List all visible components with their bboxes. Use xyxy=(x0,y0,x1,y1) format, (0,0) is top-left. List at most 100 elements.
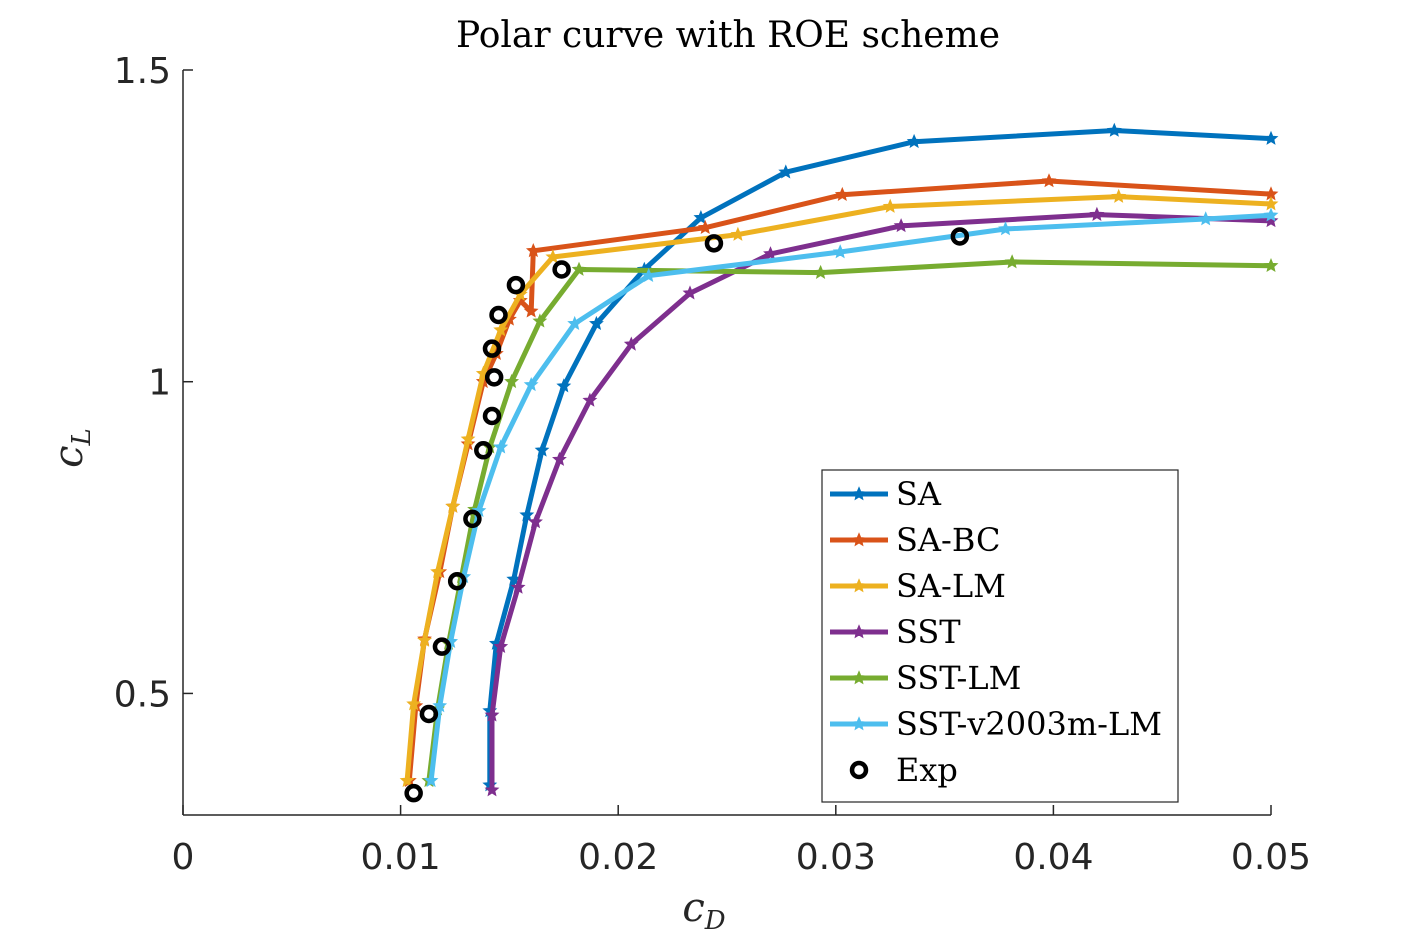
data-point-sa-lm-5 xyxy=(460,431,476,446)
legend-item-sst-v2003m-lm: SST-v2003m-LM xyxy=(830,705,1162,743)
y-axis-label-group: cL xyxy=(46,428,97,468)
series-line-sa-lm xyxy=(404,194,1274,784)
legend-label-sa-lm: SA-LM xyxy=(896,567,1006,605)
legend-label-exp: Exp xyxy=(896,751,958,789)
data-point-sa-6 xyxy=(556,378,572,393)
data-point-sa-bc-14 xyxy=(1041,173,1057,188)
legend-marker-sst-v2003m-lm xyxy=(851,716,867,731)
data-point-sa-lm-1 xyxy=(406,696,422,711)
legend-item-sa-lm: SA-LM xyxy=(830,567,1006,605)
x-tick-label: 0.02 xyxy=(578,837,658,878)
legend-marker-sst xyxy=(851,624,867,639)
legend-label-sa-bc: SA-BC xyxy=(896,521,1000,559)
legend-label-sst-lm: SST-LM xyxy=(896,659,1021,697)
y-tick-label: 0.5 xyxy=(114,674,171,715)
data-point-sst-lm-7 xyxy=(532,313,548,328)
data-point-sst-v2003m-lm-1 xyxy=(432,698,448,713)
x-axis-label: cD xyxy=(682,885,725,936)
data-point-sa-lm-12 xyxy=(1111,188,1127,203)
data-point-exp-12 xyxy=(704,234,724,253)
data-point-sa-lm-4 xyxy=(445,498,461,513)
data-point-sa-lm-7 xyxy=(493,322,509,337)
legend-box xyxy=(821,469,1179,803)
legend-marker-sst-lm xyxy=(851,670,867,685)
x-axis-label-sub: D xyxy=(704,906,726,936)
data-point-sa-lm-0 xyxy=(399,772,415,788)
data-point-exp-7 xyxy=(484,368,504,387)
data-point-sst-v2003m-lm-10 xyxy=(998,221,1013,236)
data-point-sst-5 xyxy=(552,451,567,466)
data-point-sst-2 xyxy=(493,638,509,653)
data-point-exp-11 xyxy=(552,260,571,279)
data-point-sst-7 xyxy=(623,336,639,351)
legend-item-sst-lm: SST-LM xyxy=(830,659,1021,697)
data-point-exp-3 xyxy=(447,571,467,591)
series-sa xyxy=(482,122,1279,792)
x-tick-label: 0.05 xyxy=(1231,837,1311,878)
data-point-exp-8 xyxy=(482,339,502,358)
data-point-sa-5 xyxy=(534,442,550,457)
data-point-sst-v2003m-lm-11 xyxy=(1198,211,1214,226)
legend: SA SA-BC SA-LM SST SST-LM SST-v2003m-LM Exp xyxy=(821,469,1179,803)
data-point-sa-bc-12 xyxy=(697,219,713,235)
data-point-sst-v2003m-lm-12 xyxy=(1263,207,1279,222)
data-point-sa-lm-10 xyxy=(730,226,746,241)
legend-item-sa: SA xyxy=(830,475,942,513)
series-sst xyxy=(484,206,1279,797)
data-point-exp-13 xyxy=(950,227,970,246)
series-sa-lm xyxy=(399,188,1279,788)
legend-marker-exp xyxy=(849,760,869,780)
y-tick-label: 1 xyxy=(148,363,171,404)
data-point-sst-lm-10 xyxy=(1004,254,1020,269)
legend-label-sa: SA xyxy=(896,475,942,513)
x-tick-label: 0.04 xyxy=(1013,837,1093,878)
data-point-sst-v2003m-lm-6 xyxy=(523,376,539,392)
data-point-sst-1 xyxy=(484,707,500,722)
data-point-sst-6 xyxy=(582,392,598,407)
x-tick-label: 0.03 xyxy=(796,837,876,878)
data-point-sst-12 xyxy=(1263,213,1279,228)
data-point-sa-lm-9 xyxy=(545,249,561,264)
data-point-sst-v2003m-lm-9 xyxy=(832,244,848,259)
data-point-sa-13 xyxy=(1263,130,1279,145)
data-point-sa-lm-13 xyxy=(1263,196,1279,211)
x-tick-label: 0 xyxy=(172,837,195,878)
data-point-sst-11 xyxy=(1089,206,1105,221)
data-point-sa-11 xyxy=(906,133,922,149)
legend-marker-sa xyxy=(851,486,867,501)
data-point-sst-4 xyxy=(528,514,543,529)
y-axis-label: cL xyxy=(46,428,97,468)
legend-label-sst: SST xyxy=(896,613,961,651)
series-line-sa xyxy=(487,128,1274,788)
data-point-exp-1 xyxy=(419,704,439,724)
data-point-sst-v2003m-lm-5 xyxy=(493,439,509,454)
data-point-sst-v2003m-lm-8 xyxy=(641,267,657,283)
data-point-sst-lm-6 xyxy=(504,373,520,389)
y-axis-label-sub: L xyxy=(67,428,97,446)
data-point-sa-12 xyxy=(1106,122,1122,137)
series-layer xyxy=(399,122,1279,803)
data-point-exp-6 xyxy=(482,406,502,426)
series-exp xyxy=(404,227,970,803)
data-point-sst-10 xyxy=(893,218,909,233)
series-clip-group xyxy=(399,122,1279,803)
axes-layer: 0 0.01 0.02 0.03 0.04 0.05 0.5 1 1.5 xyxy=(114,51,1311,878)
data-point-sa-10 xyxy=(778,164,794,179)
legend-item-sst: SST xyxy=(830,613,961,651)
legend-label-sst-v2003m-lm: SST-v2003m-LM xyxy=(896,705,1162,743)
legend-item-exp: Exp xyxy=(849,751,958,789)
legend-marker-sa-bc xyxy=(851,532,867,547)
data-point-exp-5 xyxy=(474,441,493,460)
data-point-sa-lm-2 xyxy=(417,632,432,647)
data-point-exp-2 xyxy=(432,637,452,656)
data-point-sst-lm-8 xyxy=(571,261,587,276)
data-point-sa-bc-11 xyxy=(525,243,541,258)
data-point-exp-0 xyxy=(404,783,423,803)
y-axis-label-main: c xyxy=(46,445,92,467)
data-point-sa-lm-3 xyxy=(430,564,446,579)
y-tick-label: 1.5 xyxy=(114,51,171,92)
legend-item-sa-bc: SA-BC xyxy=(830,521,1000,559)
